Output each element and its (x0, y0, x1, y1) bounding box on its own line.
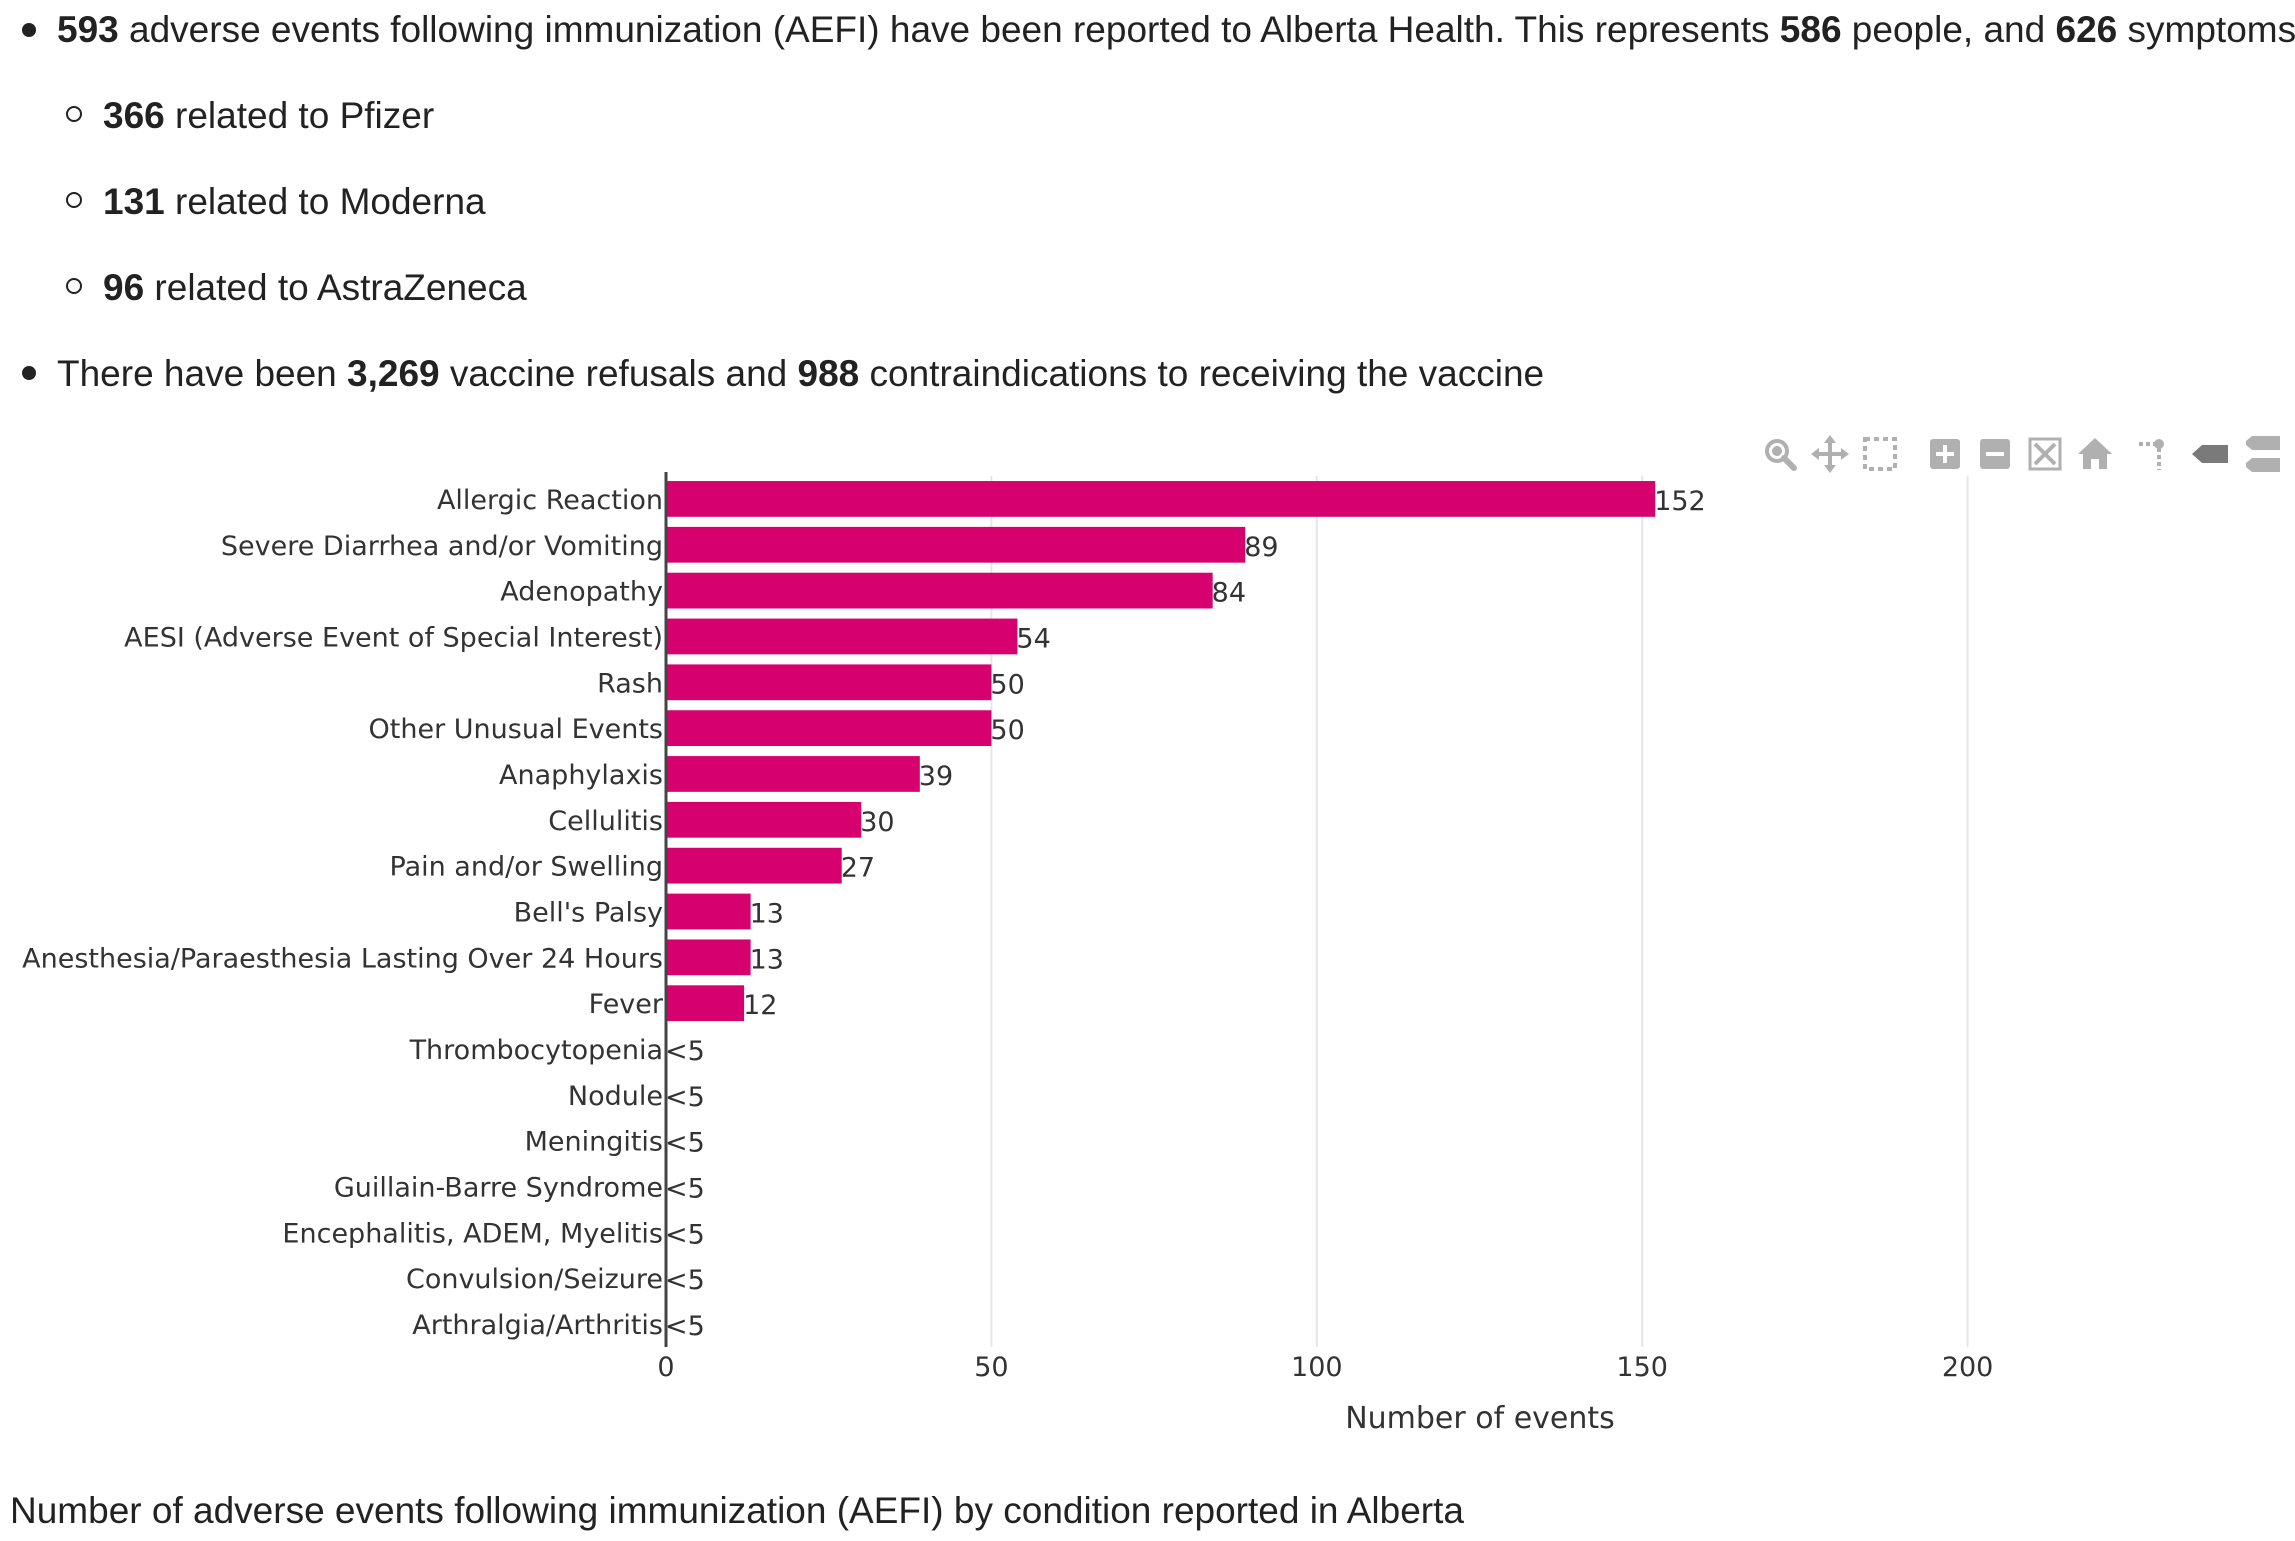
bar (666, 664, 992, 701)
spike-lines-icon[interactable] (2135, 434, 2175, 474)
y-tick-label: Bell's Palsy (514, 898, 663, 929)
aefi-bar-chart: 0 50 100 150 200 Allergic Reaction 152 Severe D… (22, 472, 1993, 1436)
y-tick-label: Thrombocytopenia (409, 1035, 663, 1066)
data-label: <5 (665, 1128, 705, 1159)
data-label: 54 (1016, 623, 1050, 654)
y-tick-label: AESI (Adverse Event of Special Interest) (124, 622, 663, 653)
pan-icon[interactable] (1810, 434, 1850, 474)
chart-caption: Number of adverse events following immun… (10, 1490, 1464, 1531)
bars (666, 481, 1656, 1022)
zoom-out-icon[interactable] (1975, 434, 2015, 474)
y-tick-label: Guillain-Barre Syndrome (334, 1173, 663, 1204)
data-label: 27 (841, 853, 875, 884)
y-tick-label: Arthralgia/Arthritis (412, 1310, 663, 1341)
y-tick-label: Pain and/or Swelling (390, 852, 664, 883)
bar (666, 847, 842, 884)
y-tick-label: Meningitis (525, 1127, 663, 1158)
y-tick-label: Adenopathy (500, 577, 663, 608)
bar (666, 985, 745, 1022)
y-tick-label: Other Unusual Events (369, 714, 663, 745)
zoom-in-icon[interactable] (1925, 434, 1965, 474)
data-label: <5 (665, 1174, 705, 1205)
sub-bullet-astrazeneca: 96 related to AstraZeneca (103, 267, 527, 308)
y-tick-label: Anaphylaxis (499, 760, 663, 791)
data-label: 13 (750, 944, 784, 975)
y-tick-label: Severe Diarrhea and/or Vomiting (221, 531, 663, 562)
data-label: 50 (990, 669, 1024, 700)
reset-axes-icon[interactable] (2075, 434, 2115, 474)
data-label: 50 (990, 715, 1024, 746)
sub-bullet-pfizer: 366 related to Pfizer (103, 95, 435, 136)
bar (666, 801, 862, 838)
y-tick-label: Encephalitis, ADEM, Myelitis (282, 1218, 663, 1249)
bullet-refusals: There have been 3,269 vaccine refusals a… (57, 353, 1545, 394)
y-tick-label: Fever (589, 989, 664, 1020)
data-label: <5 (665, 1265, 705, 1296)
bar (666, 893, 751, 930)
x-tick-label: 150 (1616, 1352, 1668, 1383)
data-label: 84 (1212, 578, 1246, 609)
y-tick-label: Allergic Reaction (437, 485, 663, 516)
data-label: <5 (665, 1311, 705, 1342)
chart-modebar (1750, 434, 2290, 478)
bullet-disc (22, 366, 36, 380)
bar (666, 572, 1213, 609)
data-label: <5 (665, 1036, 705, 1067)
bar (666, 939, 751, 976)
bar (666, 481, 1656, 517)
autoscale-icon[interactable] (2025, 434, 2065, 474)
bar (666, 756, 920, 792)
y-tick-label: Anesthesia/Paraesthesia Lasting Over 24 … (22, 943, 663, 974)
hover-closest-icon[interactable] (2190, 434, 2230, 474)
data-label: 13 (750, 899, 784, 930)
data-label: <5 (665, 1082, 705, 1113)
y-tick-label: Convulsion/Seizure (406, 1264, 663, 1295)
data-label: 89 (1244, 532, 1278, 563)
x-tick-label: 100 (1291, 1352, 1343, 1383)
hover-compare-icon[interactable] (2242, 434, 2282, 474)
data-label: 30 (860, 807, 894, 838)
x-tick-label: 50 (974, 1352, 1008, 1383)
x-tick-label: 0 (657, 1352, 674, 1383)
bar (666, 526, 1246, 563)
bullet-disc (22, 23, 36, 37)
x-tick-label: 200 (1942, 1352, 1994, 1383)
y-tick-label: Rash (597, 668, 663, 699)
labels: 0 50 100 150 200 Allergic Reaction 152 Severe D… (22, 485, 1993, 1383)
zoom-icon[interactable] (1760, 434, 1800, 474)
sub-bullet-circle (66, 106, 82, 122)
data-label: 12 (743, 990, 777, 1021)
bullet-aefi-total: 593 adverse events following immunizatio… (57, 9, 2295, 50)
data-label: 39 (919, 761, 953, 792)
data-label: 152 (1654, 486, 1706, 517)
x-axis-title: Number of events (1345, 1401, 1615, 1436)
sub-bullet-circle (66, 192, 82, 208)
bar (666, 710, 992, 747)
bar (666, 618, 1018, 655)
y-tick-label: Nodule (568, 1081, 663, 1112)
box-select-icon[interactable] (1860, 434, 1900, 474)
data-label: <5 (665, 1219, 705, 1250)
y-tick-label: Cellulitis (548, 806, 663, 837)
sub-bullet-circle (66, 278, 82, 294)
sub-bullet-moderna: 131 related to Moderna (103, 181, 486, 222)
